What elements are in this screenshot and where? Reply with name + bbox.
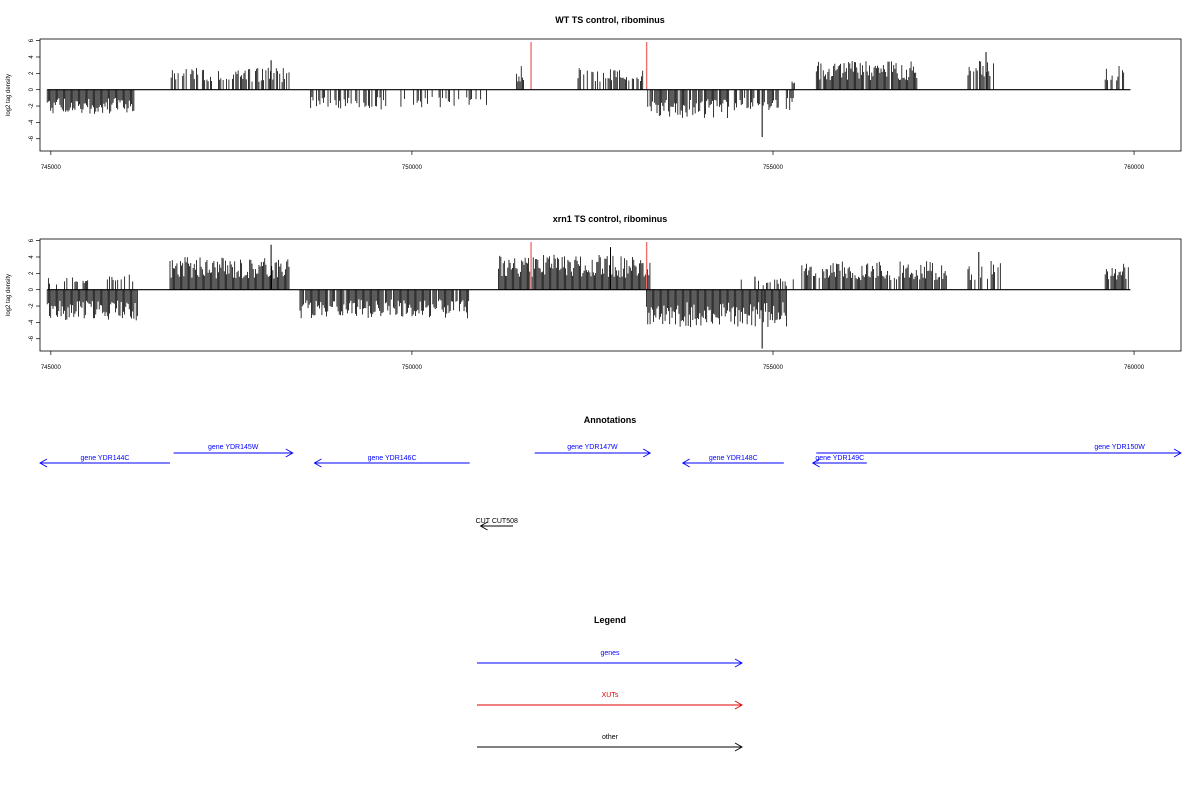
legend-items: genes XUTs other	[477, 650, 743, 752]
annotation-feature: gene YDR149C	[811, 455, 867, 468]
feature-label: gene YDR146C	[368, 455, 417, 462]
x-tick-label: 760000	[1124, 365, 1145, 371]
legend-label: genes	[600, 650, 620, 657]
legend-label: XUTs	[602, 692, 619, 699]
wt-plot-frame	[39, 38, 1182, 152]
wt-panel-title: WT TS control, ribominus	[555, 15, 665, 25]
feature-arrowhead	[681, 458, 690, 468]
y-tick-label: -6	[29, 135, 35, 141]
feature-label: CUT CUT508	[476, 518, 518, 525]
annotation-feature: CUT CUT508	[476, 518, 518, 531]
annotation-feature: gene YDR148C	[681, 455, 784, 468]
feature-arrowhead	[39, 458, 48, 468]
wt-y-axis-label: log2 tag density	[6, 74, 12, 116]
x-tick-label: 745000	[41, 165, 62, 171]
legend-arrowhead	[734, 742, 743, 752]
legend-arrowhead	[734, 700, 743, 710]
x-tick-label: 755000	[763, 365, 784, 371]
wt-y-axis: 6 4 2 0 -2 -4 -6	[29, 38, 40, 141]
xrn1-y-axis-label: log2 tag density	[6, 274, 12, 316]
feature-label: gene YDR150W	[1094, 444, 1145, 451]
xrn1-x-axis: 745000 750000 755000 760000	[41, 351, 1145, 371]
y-tick-label: 0	[29, 87, 35, 91]
wt-region-markers	[530, 42, 648, 90]
feature-arrowhead	[1173, 448, 1182, 458]
feature-label: gene YDR149C	[815, 455, 864, 462]
y-tick-label: 2	[29, 271, 35, 275]
x-tick-label: 755000	[763, 165, 784, 171]
legend-item-genes: genes	[477, 650, 743, 668]
annotation-features: gene YDR144C gene YDR145W gene YDR146C gene…	[39, 444, 1182, 531]
xrn1-coverage-panel: xrn1 TS control, ribominus log2 tag dens…	[6, 214, 1182, 371]
annotation-feature: gene YDR150W	[816, 444, 1182, 458]
legend-label: other	[602, 734, 619, 741]
legend-item-other: other	[477, 734, 743, 752]
xrn1-region-markers	[530, 242, 648, 290]
x-tick-label: 750000	[402, 165, 423, 171]
xrn1-panel-title: xrn1 TS control, ribominus	[553, 214, 668, 224]
y-tick-label: -4	[29, 119, 35, 125]
wt-coverage-bars	[46, 52, 1125, 138]
feature-label: gene YDR147W	[567, 444, 618, 451]
legend-item-xuts: XUTs	[477, 692, 743, 710]
y-tick-label: -6	[29, 335, 35, 341]
y-tick-label: -4	[29, 319, 35, 325]
xrn1-coverage-bars	[46, 244, 1129, 349]
x-tick-label: 750000	[402, 365, 423, 371]
y-tick-label: 6	[29, 38, 35, 42]
y-tick-label: 4	[29, 55, 35, 59]
legend-title: Legend	[594, 615, 626, 625]
y-tick-label: 2	[29, 71, 35, 75]
y-tick-label: 4	[29, 255, 35, 259]
y-tick-label: -2	[29, 303, 35, 309]
x-tick-label: 760000	[1124, 165, 1145, 171]
feature-arrowhead	[811, 458, 820, 468]
feature-label: gene YDR148C	[709, 455, 758, 462]
feature-arrowhead	[285, 448, 294, 458]
legend: Legend genes XUTs other	[477, 615, 743, 752]
y-tick-label: -2	[29, 103, 35, 109]
wt-coverage-panel: WT TS control, ribominus log2 tag densit…	[6, 15, 1182, 171]
feature-arrowhead	[313, 458, 322, 468]
legend-arrowhead	[734, 658, 743, 668]
feature-label: gene YDR144C	[81, 455, 130, 462]
xrn1-y-axis: 6 4 2 0 -2 -4 -6	[29, 238, 40, 341]
y-tick-label: 0	[29, 287, 35, 291]
y-tick-label: 6	[29, 238, 35, 242]
wt-x-axis: 745000 750000 755000 760000	[41, 151, 1145, 171]
x-tick-label: 745000	[41, 365, 62, 371]
annotation-feature: gene YDR145W	[173, 444, 294, 458]
feature-arrowhead	[642, 448, 652, 458]
xrn1-plot-frame	[39, 238, 1182, 352]
annotations-title: Annotations	[584, 415, 637, 425]
annotation-feature: gene YDR146C	[313, 455, 470, 468]
annotation-feature: gene YDR147W	[534, 444, 652, 458]
feature-arrowhead	[479, 521, 488, 531]
feature-label: gene YDR145W	[208, 444, 259, 451]
annotation-feature: gene YDR144C	[39, 455, 170, 468]
